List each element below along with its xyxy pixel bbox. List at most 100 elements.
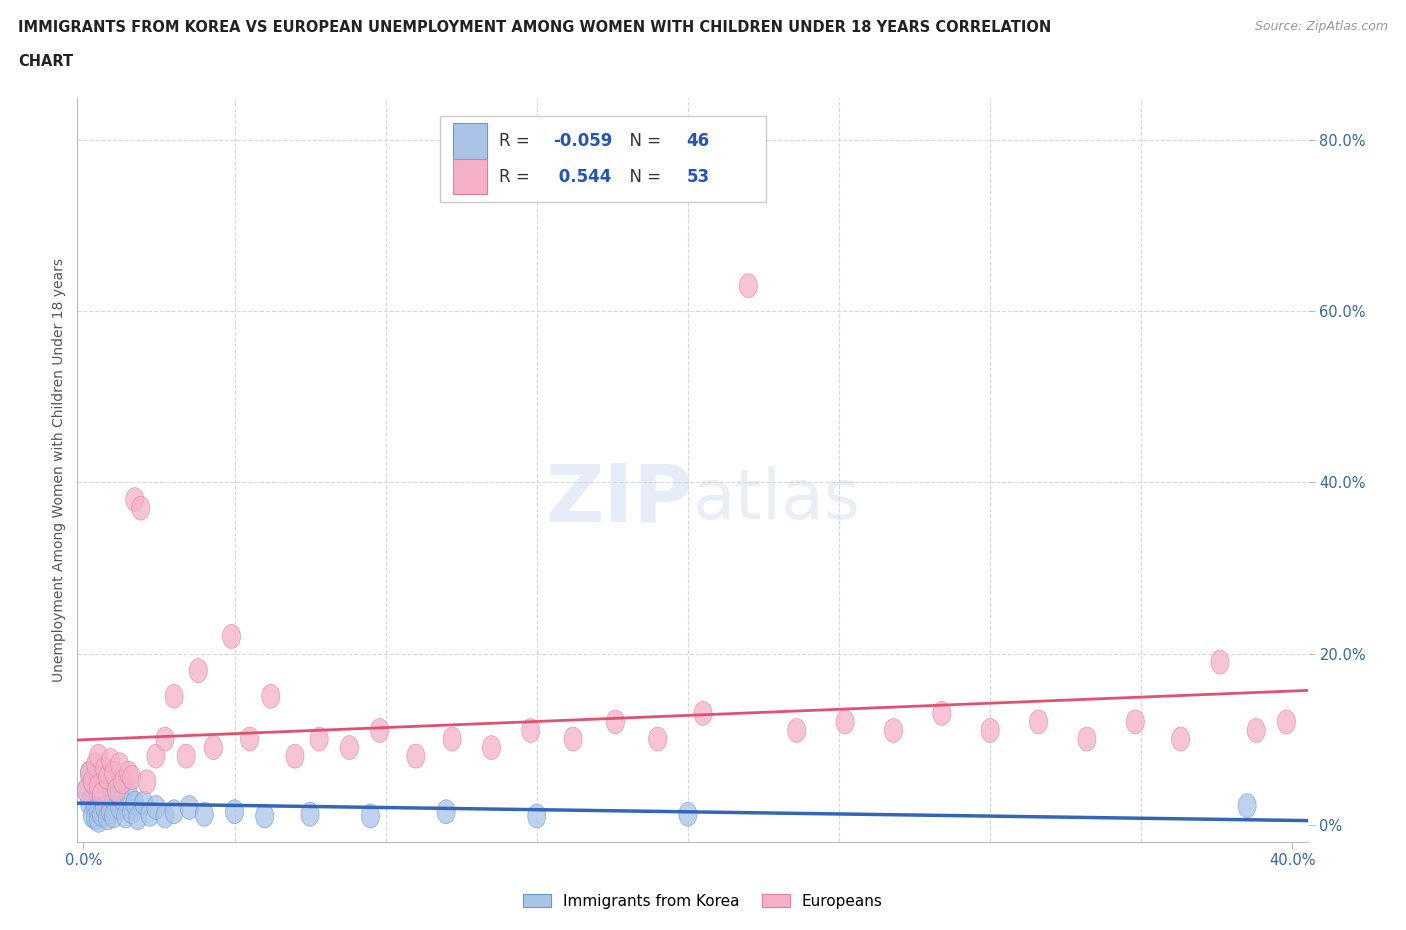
Ellipse shape (93, 783, 111, 806)
Ellipse shape (437, 800, 456, 824)
Ellipse shape (86, 774, 104, 798)
Ellipse shape (77, 778, 96, 803)
Ellipse shape (932, 701, 950, 725)
Ellipse shape (90, 808, 107, 832)
Ellipse shape (787, 719, 806, 742)
Ellipse shape (146, 795, 165, 819)
Ellipse shape (111, 752, 129, 777)
Text: CHART: CHART (18, 54, 73, 69)
Ellipse shape (371, 719, 388, 742)
Ellipse shape (90, 783, 107, 806)
Ellipse shape (107, 778, 125, 803)
Ellipse shape (740, 273, 758, 298)
Ellipse shape (564, 727, 582, 751)
Ellipse shape (122, 800, 141, 824)
Ellipse shape (86, 805, 104, 830)
Y-axis label: Unemployment Among Women with Children Under 18 years: Unemployment Among Women with Children U… (52, 258, 66, 682)
Ellipse shape (301, 803, 319, 826)
Ellipse shape (256, 804, 274, 828)
Ellipse shape (104, 804, 122, 828)
Ellipse shape (648, 727, 666, 751)
Ellipse shape (96, 757, 114, 781)
Ellipse shape (90, 765, 107, 790)
Ellipse shape (1239, 794, 1256, 817)
Ellipse shape (83, 770, 101, 794)
Legend: Immigrants from Korea, Europeans: Immigrants from Korea, Europeans (517, 887, 889, 915)
Ellipse shape (80, 791, 98, 815)
Ellipse shape (83, 787, 101, 811)
Ellipse shape (101, 800, 120, 824)
Ellipse shape (90, 774, 107, 798)
Ellipse shape (225, 800, 243, 824)
Ellipse shape (122, 765, 141, 790)
Ellipse shape (90, 744, 107, 768)
Ellipse shape (981, 719, 1000, 742)
Ellipse shape (1171, 727, 1189, 751)
Text: 0.544: 0.544 (554, 167, 612, 185)
Ellipse shape (117, 804, 135, 828)
Ellipse shape (114, 787, 132, 811)
Ellipse shape (195, 803, 214, 826)
Ellipse shape (120, 762, 138, 785)
Ellipse shape (93, 778, 111, 803)
Ellipse shape (104, 787, 122, 811)
Ellipse shape (101, 774, 120, 798)
Text: N =: N = (619, 167, 666, 185)
Ellipse shape (222, 624, 240, 648)
Ellipse shape (141, 803, 159, 826)
Ellipse shape (132, 497, 150, 520)
Ellipse shape (90, 800, 107, 824)
Ellipse shape (101, 749, 120, 773)
Ellipse shape (527, 804, 546, 828)
Ellipse shape (120, 783, 138, 806)
FancyBboxPatch shape (440, 116, 766, 202)
Ellipse shape (104, 762, 122, 785)
Text: ZIP: ZIP (546, 460, 693, 538)
Ellipse shape (80, 762, 98, 785)
Ellipse shape (884, 719, 903, 742)
Ellipse shape (1278, 710, 1295, 734)
Ellipse shape (262, 684, 280, 709)
Ellipse shape (138, 770, 156, 794)
Ellipse shape (86, 752, 104, 777)
Ellipse shape (606, 710, 624, 734)
Ellipse shape (93, 803, 111, 826)
Ellipse shape (77, 778, 96, 803)
Ellipse shape (98, 783, 117, 806)
Ellipse shape (311, 727, 328, 751)
Ellipse shape (240, 727, 259, 751)
Text: R =: R = (499, 167, 536, 185)
Ellipse shape (83, 770, 101, 794)
Ellipse shape (695, 701, 711, 725)
Text: N =: N = (619, 132, 666, 150)
FancyBboxPatch shape (453, 123, 486, 159)
Text: R =: R = (499, 132, 536, 150)
Ellipse shape (190, 658, 207, 683)
Ellipse shape (204, 736, 222, 760)
Ellipse shape (1078, 727, 1097, 751)
Ellipse shape (146, 744, 165, 768)
FancyBboxPatch shape (453, 159, 486, 194)
Ellipse shape (679, 803, 697, 826)
Ellipse shape (361, 804, 380, 828)
Ellipse shape (165, 800, 183, 824)
Ellipse shape (837, 710, 855, 734)
Ellipse shape (86, 795, 104, 819)
Ellipse shape (80, 762, 98, 785)
Ellipse shape (406, 744, 425, 768)
Ellipse shape (443, 727, 461, 751)
Ellipse shape (1126, 710, 1144, 734)
Ellipse shape (165, 684, 183, 709)
Text: 53: 53 (686, 167, 710, 185)
Text: -0.059: -0.059 (554, 132, 613, 150)
Ellipse shape (1247, 719, 1265, 742)
Ellipse shape (111, 795, 129, 819)
Ellipse shape (180, 795, 198, 819)
Ellipse shape (482, 736, 501, 760)
Ellipse shape (285, 744, 304, 768)
Ellipse shape (1029, 710, 1047, 734)
Ellipse shape (1211, 650, 1229, 674)
Ellipse shape (156, 727, 174, 751)
Ellipse shape (522, 719, 540, 742)
Ellipse shape (114, 770, 132, 794)
